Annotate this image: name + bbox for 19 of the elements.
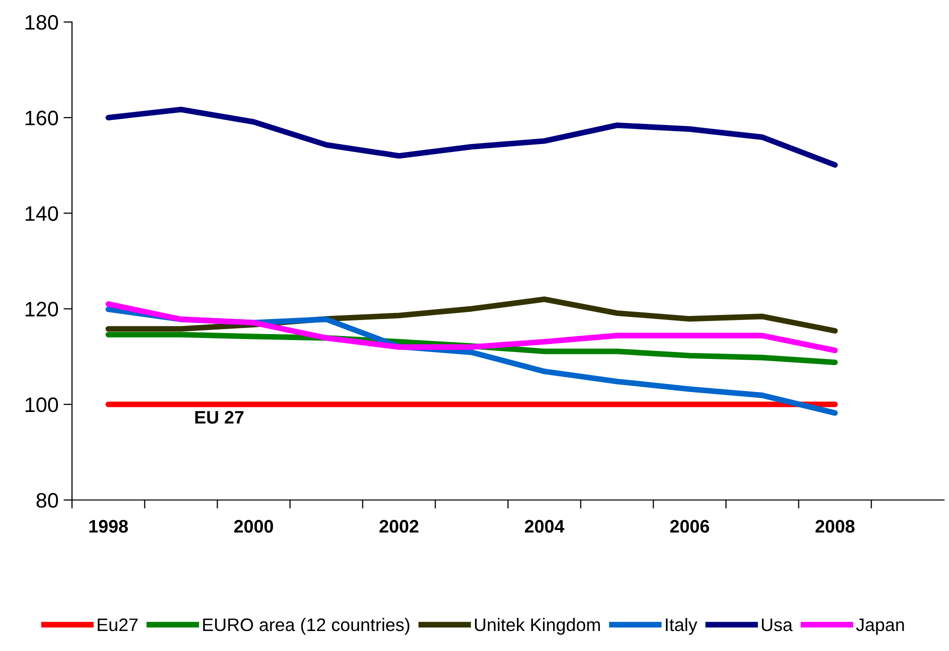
x-tick-label: 2006 (670, 520, 710, 533)
y-tick-label: 120 (26, 302, 58, 317)
y-tick-label: 180 (26, 15, 58, 30)
legend-label: Unitek Kingdom (474, 618, 600, 635)
legend-label: Eu27 (98, 618, 138, 632)
y-tick-label: 160 (26, 110, 58, 126)
x-tick-label: 1998 (89, 520, 128, 533)
x-tick-label: 2000 (234, 520, 274, 533)
annotation: EU 27 (195, 410, 244, 424)
y-tick-label: 80 (36, 493, 58, 508)
y-tick-label: 100 (26, 397, 58, 412)
legend-label: Usa (762, 618, 793, 632)
legend-label: Italy (666, 618, 698, 635)
x-tick-label: 2004 (524, 520, 564, 533)
x-tick-label: 2002 (380, 520, 418, 533)
y-tick-label: 140 (26, 206, 58, 221)
legend-label: Japan (856, 618, 904, 635)
x-tick-label: 2008 (816, 520, 855, 533)
legend-label: EURO area (12 countries) (203, 618, 410, 635)
